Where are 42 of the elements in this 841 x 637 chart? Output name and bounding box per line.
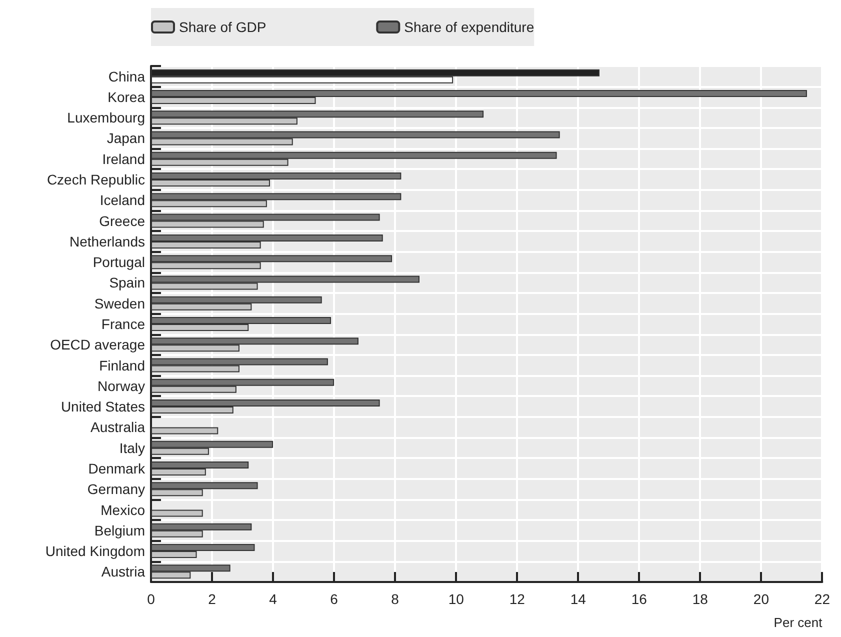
- y-tick-label: Netherlands: [70, 233, 145, 250]
- y-tick-label: Iceland: [100, 192, 145, 208]
- bar: [151, 510, 203, 517]
- y-tick-label: Portugal: [92, 254, 145, 270]
- x-tick-label: 12: [509, 591, 526, 607]
- y-tick-label: Finland: [99, 357, 145, 374]
- y-tick-label: Germany: [87, 481, 145, 498]
- y-tick-label: Czech Republic: [46, 172, 145, 188]
- bar: [151, 427, 218, 434]
- x-tick-label: 2: [208, 591, 216, 607]
- x-tick-label: 10: [448, 591, 464, 607]
- y-tick-label: Sweden: [94, 295, 145, 312]
- x-tick-label: 8: [391, 591, 400, 607]
- x-tick-label: 22: [814, 591, 830, 607]
- y-tick-label: OECD average: [50, 336, 146, 353]
- x-tick-label: 6: [330, 591, 338, 607]
- y-tick-label: Luxembourg: [67, 110, 145, 126]
- x-tick-label: 14: [570, 591, 586, 607]
- x-axis-title: Per cent: [774, 615, 823, 630]
- y-tick-label: Greece: [99, 212, 146, 229]
- x-tick-label: 16: [631, 591, 648, 607]
- y-tick-label: Spain: [109, 274, 145, 291]
- y-tick-label: Korea: [108, 88, 146, 105]
- y-tick-label: Austria: [101, 564, 146, 580]
- y-tick-label: Belgium: [94, 522, 145, 538]
- y-tick-label: Norway: [98, 378, 145, 394]
- y-tick-label: China: [108, 68, 146, 84]
- y-tick-label: Denmark: [88, 460, 146, 476]
- y-tick-label: United States: [60, 398, 145, 415]
- x-tick-label: 0: [147, 591, 156, 607]
- y-tick-label: Italy: [119, 440, 145, 456]
- x-tick-label: 4: [269, 591, 278, 607]
- y-tick-label: Mexico: [100, 502, 146, 518]
- y-tick-label: Australia: [90, 419, 146, 436]
- y-tick-label: Japan: [106, 130, 145, 146]
- legend-label: Share of GDP: [179, 19, 266, 35]
- x-tick-label: 18: [692, 591, 708, 607]
- x-tick-label: 20: [753, 591, 770, 607]
- y-tick-label: France: [101, 316, 146, 332]
- y-tick-label: Ireland: [102, 150, 145, 167]
- legend-label: Share of expenditure: [404, 19, 534, 35]
- y-tick-label: United Kingdom: [45, 543, 145, 560]
